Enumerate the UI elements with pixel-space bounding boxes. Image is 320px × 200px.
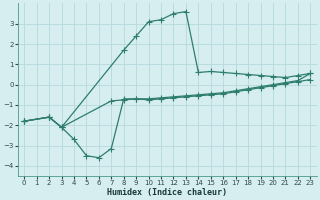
X-axis label: Humidex (Indice chaleur): Humidex (Indice chaleur) [107,188,227,197]
